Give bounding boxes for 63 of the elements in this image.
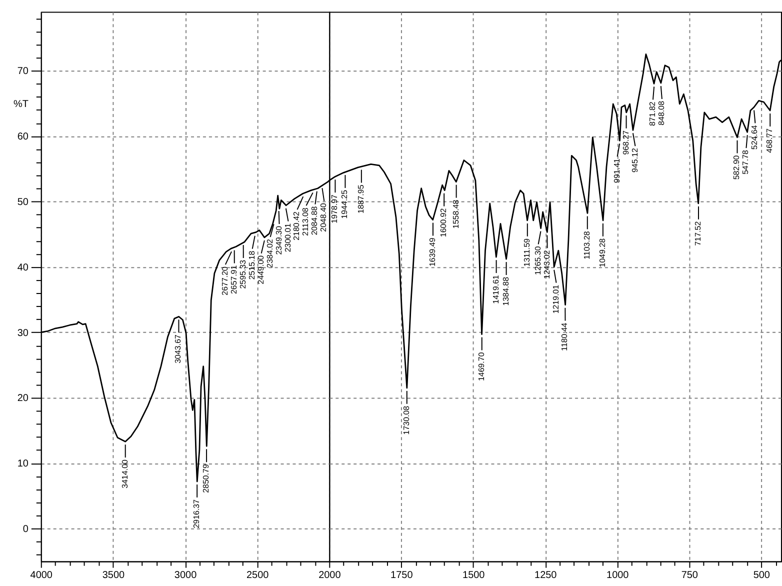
annotation: 1887.95 bbox=[356, 184, 366, 214]
annotation: 1558.48 bbox=[451, 199, 460, 229]
annotation: 2084.88 bbox=[310, 206, 320, 236]
annotation: 2850.79 bbox=[202, 464, 211, 493]
annotation: 524.64 bbox=[750, 124, 760, 150]
y-tick-label: 30 bbox=[17, 328, 29, 339]
annotation: 2300.01 bbox=[283, 222, 292, 252]
y-tick-label: 20 bbox=[17, 393, 29, 404]
y-axis-title: %T bbox=[13, 98, 28, 110]
annotation: 1384.88 bbox=[501, 276, 510, 306]
annotation: 2657.91 bbox=[229, 264, 238, 294]
annotation: 582.90 bbox=[732, 154, 742, 180]
x-tick-label: 750 bbox=[681, 570, 698, 581]
annotation: 1730.08 bbox=[402, 405, 411, 435]
y-tick-label: 70 bbox=[17, 66, 29, 78]
annotation: 1243.02 bbox=[542, 250, 552, 279]
annotation: 2449.00 bbox=[256, 254, 266, 284]
annotation: 1265.30 bbox=[533, 246, 542, 276]
x-tick-label: 1250 bbox=[534, 570, 558, 581]
x-tick-label: 1500 bbox=[462, 570, 486, 581]
annotation: 848.08 bbox=[656, 100, 666, 126]
annotation: 945.12 bbox=[630, 148, 640, 172]
annotation: 871.82 bbox=[648, 101, 657, 126]
annotation: 1600.92 bbox=[439, 208, 448, 238]
x-tick-label: 3000 bbox=[174, 570, 198, 581]
y-tick-label: 10 bbox=[17, 458, 29, 470]
annotation: 1311.59 bbox=[522, 238, 532, 267]
annotation: 2677.20 bbox=[220, 266, 230, 296]
y-tick-label: 0 bbox=[22, 524, 29, 536]
annotation: 2916.37 bbox=[192, 498, 202, 528]
x-tick-label: 2000 bbox=[318, 570, 342, 581]
x-tick-label: 500 bbox=[753, 570, 770, 581]
y-tick-label: 60 bbox=[17, 132, 29, 143]
annotation: 1944.25 bbox=[340, 189, 350, 219]
x-tick-label: 4000 bbox=[30, 570, 53, 581]
y-tick-label: 40 bbox=[17, 262, 29, 274]
annotation: 1103.28 bbox=[582, 230, 592, 260]
annotation: 2048.40 bbox=[319, 202, 328, 232]
annotation: 1639.49 bbox=[428, 237, 437, 267]
annotation: 3043.67 bbox=[174, 334, 183, 364]
x-tick-label: 3500 bbox=[102, 570, 125, 581]
x-tick-label: 2500 bbox=[246, 570, 270, 581]
y-tick-label: 50 bbox=[17, 196, 29, 208]
annotation: 1180.44 bbox=[560, 322, 570, 352]
x-tick-label: 1750 bbox=[390, 570, 414, 581]
annotation: 2384.02 bbox=[265, 238, 274, 268]
annotation: 2349.30 bbox=[274, 225, 284, 255]
annotation: 1978.97 bbox=[330, 194, 340, 224]
annotation: 3414.00 bbox=[120, 458, 130, 488]
annotation: 2595.33 bbox=[238, 259, 248, 289]
annotation: 2113.08 bbox=[301, 207, 310, 236]
annotation: 547.78 bbox=[741, 149, 750, 174]
annotation: 2515.18 bbox=[247, 250, 256, 280]
annotation: 1469.70 bbox=[476, 352, 486, 382]
annotation: 1419.61 bbox=[491, 274, 500, 304]
annotation: 1049.28 bbox=[598, 238, 607, 268]
annotation: 1219.01 bbox=[551, 284, 560, 314]
annotation: 968.27 bbox=[621, 130, 630, 155]
x-tick-label: 1000 bbox=[606, 570, 630, 581]
annotation: 2180.42 bbox=[292, 211, 302, 240]
annotation: 468.77 bbox=[765, 128, 774, 153]
annotation: 991.41 bbox=[612, 158, 622, 183]
annotation: 717.52 bbox=[693, 220, 702, 246]
